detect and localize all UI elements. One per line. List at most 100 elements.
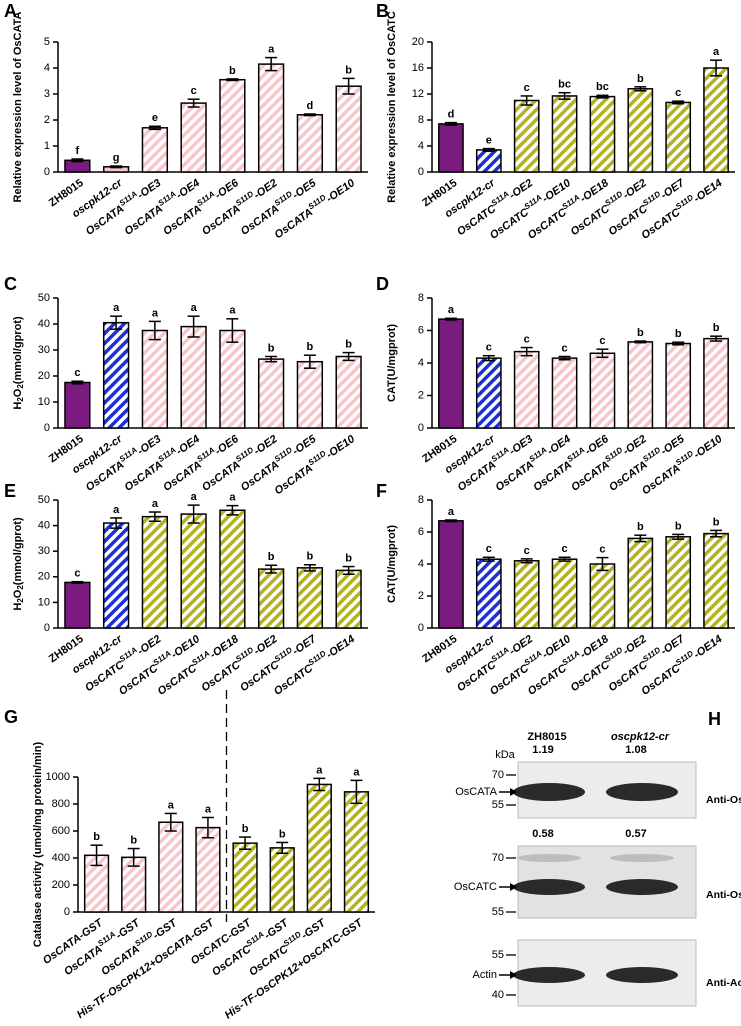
y-tick-label: 0 xyxy=(418,422,424,434)
significance-letter: a xyxy=(353,766,360,778)
bar xyxy=(589,563,616,629)
bar xyxy=(703,532,729,629)
y-axis-label: CAT(U/mgprot) xyxy=(386,324,398,402)
blot-faint-band xyxy=(610,854,674,862)
significance-letter: bc xyxy=(596,81,609,93)
error-bar xyxy=(71,380,84,385)
bar xyxy=(257,568,285,629)
quantification: 1.19 xyxy=(532,744,553,756)
error-bar xyxy=(520,558,533,564)
bar xyxy=(180,102,207,173)
bar xyxy=(513,99,540,173)
quantification: 1.08 xyxy=(625,744,646,756)
protein-label: OsCATA xyxy=(455,786,497,798)
bar xyxy=(513,560,540,629)
significance-letter: e xyxy=(486,135,492,147)
blot-band xyxy=(513,879,585,895)
error-bar xyxy=(596,556,609,572)
y-tick-label: 10 xyxy=(38,396,50,408)
y-tick-label: 6 xyxy=(418,526,424,538)
error-bar xyxy=(558,355,571,361)
unit-label: kDa xyxy=(495,749,515,761)
bar xyxy=(64,381,91,429)
error-bar xyxy=(71,580,84,584)
y-tick-label: 200 xyxy=(52,879,70,891)
error-bar xyxy=(482,147,495,152)
significance-letter: b xyxy=(637,73,644,85)
y-tick-label: 16 xyxy=(412,62,424,74)
error-bar xyxy=(265,355,278,363)
bar xyxy=(343,791,370,913)
error-bar xyxy=(265,56,278,72)
y-tick-label: 8 xyxy=(418,114,424,126)
bar xyxy=(195,826,221,913)
bar xyxy=(665,536,692,629)
error-bar xyxy=(710,335,723,342)
error-bar xyxy=(482,556,495,562)
bar xyxy=(551,95,578,173)
marker-label: 70 xyxy=(492,852,504,864)
y-tick-label: 12 xyxy=(412,88,424,100)
y-axis-label: Relative expression level of OsCATC xyxy=(386,11,398,203)
panel-label: D xyxy=(376,274,389,294)
significance-letter: a xyxy=(448,304,455,316)
protein-label: Actin xyxy=(473,969,497,981)
bar xyxy=(589,352,616,429)
significance-letter: a xyxy=(113,504,120,516)
antibody-label: Anti-OsCATA xyxy=(706,794,741,806)
lane-label: oscpk12-cr xyxy=(611,731,670,743)
significance-letter: b xyxy=(713,516,720,528)
significance-letter: c xyxy=(524,82,530,94)
y-tick-label: 0 xyxy=(418,166,424,178)
error-bar xyxy=(313,777,326,792)
bar xyxy=(438,520,464,629)
y-tick-label: 8 xyxy=(418,494,424,506)
quantification: 0.58 xyxy=(532,828,553,840)
y-tick-label: 5 xyxy=(44,36,50,48)
y-tick-label: 0 xyxy=(64,906,70,918)
bar xyxy=(335,569,362,629)
bar xyxy=(180,325,207,429)
significance-letter: c xyxy=(562,342,568,354)
significance-letter: bc xyxy=(558,79,571,91)
error-bar xyxy=(201,816,214,839)
y-tick-label: 0 xyxy=(44,622,50,634)
y-tick-label: 50 xyxy=(38,494,50,506)
panel-label: C xyxy=(4,274,17,294)
error-bar xyxy=(444,519,457,523)
significance-letter: c xyxy=(599,335,605,347)
bar xyxy=(141,127,169,173)
error-bar xyxy=(110,315,123,330)
significance-letter: e xyxy=(152,112,158,124)
bar xyxy=(141,329,169,429)
significance-letter: c xyxy=(74,568,80,580)
blot-faint-band xyxy=(517,854,581,862)
significance-letter: a xyxy=(168,799,175,811)
error-bar xyxy=(596,94,609,99)
significance-letter: a xyxy=(152,307,159,319)
y-tick-label: 4 xyxy=(418,140,424,152)
error-bar xyxy=(342,351,355,362)
significance-letter: a xyxy=(229,305,236,317)
error-bar xyxy=(148,511,161,522)
error-bar xyxy=(710,529,723,538)
bar xyxy=(551,558,578,629)
error-bar xyxy=(239,836,252,850)
significance-letter: b xyxy=(675,328,682,340)
significance-letter: b xyxy=(345,552,352,564)
error-bar xyxy=(520,346,533,357)
error-bar xyxy=(127,847,140,867)
blot-band xyxy=(606,783,678,801)
y-tick-label: 800 xyxy=(52,798,70,810)
bar xyxy=(335,355,362,429)
significance-letter: c xyxy=(486,342,492,354)
y-tick-label: 30 xyxy=(38,545,50,557)
y-tick-label: 0 xyxy=(44,166,50,178)
bar xyxy=(306,783,332,913)
error-bar xyxy=(672,100,685,105)
y-axis-label: Relative expression level of OsCATA xyxy=(12,11,24,202)
bar xyxy=(219,509,246,629)
bar xyxy=(180,513,207,629)
y-tick-label: 2 xyxy=(418,590,424,602)
bar xyxy=(513,350,540,429)
